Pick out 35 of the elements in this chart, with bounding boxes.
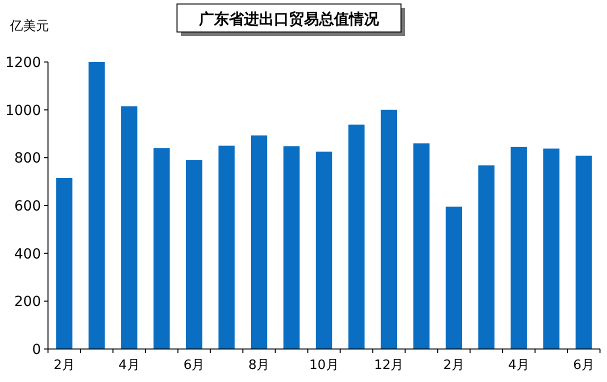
bar xyxy=(218,146,235,349)
x-tick-label: 6月 xyxy=(573,358,594,373)
x-tick-label: 2月 xyxy=(443,358,465,373)
bar xyxy=(250,135,268,349)
x-tick-label: 4月 xyxy=(118,358,140,373)
y-tick-label: 800 xyxy=(14,150,41,167)
bar xyxy=(413,143,430,349)
y-tick-label: 1000 xyxy=(5,102,41,119)
bar xyxy=(154,148,170,349)
bar xyxy=(380,110,398,349)
x-tick-label: 12月 xyxy=(374,358,404,373)
bar xyxy=(88,62,105,349)
bar xyxy=(510,146,527,349)
y-tick-label: 0 xyxy=(32,342,41,358)
bar xyxy=(186,160,202,349)
bar xyxy=(543,148,560,349)
bar xyxy=(316,152,332,349)
x-tick-label: 6月 xyxy=(183,358,205,373)
bar xyxy=(576,156,592,349)
x-tick-label: 8月 xyxy=(248,358,270,373)
y-axis-title: 亿美元 xyxy=(9,18,49,34)
bar xyxy=(478,165,494,349)
x-tick-label: 10月 xyxy=(309,358,339,373)
bar xyxy=(283,146,300,349)
chart-title: 广东省进出口贸易总值情况 xyxy=(198,10,380,28)
bar xyxy=(121,106,138,349)
bar xyxy=(348,124,365,349)
y-tick-label: 200 xyxy=(14,294,41,310)
bar xyxy=(56,178,72,349)
bar xyxy=(446,206,462,349)
x-tick-label: 4月 xyxy=(508,358,530,373)
y-tick-label: 1200 xyxy=(5,55,41,71)
y-tick-label: 400 xyxy=(14,246,41,262)
x-tick-label: 2月 xyxy=(54,358,75,373)
y-tick-label: 600 xyxy=(14,198,41,214)
